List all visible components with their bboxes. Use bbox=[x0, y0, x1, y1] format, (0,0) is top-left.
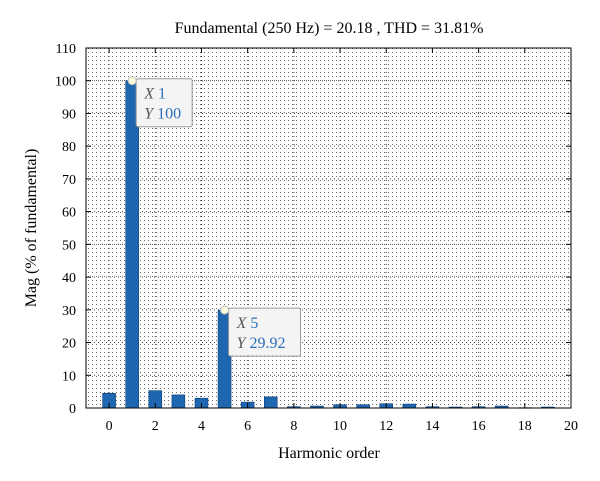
x-tick-label: 4 bbox=[198, 419, 205, 434]
chart-title: Fundamental (250 Hz) = 20.18 , THD = 31.… bbox=[175, 20, 484, 37]
y-tick-label: 80 bbox=[62, 140, 76, 155]
y-axis-ticks: 0 10 20 30 40 50 60 70 80 90 100 110 bbox=[55, 42, 571, 417]
datatip-y-line: Y 29.92 bbox=[237, 335, 286, 352]
datatip-y-key: Y bbox=[237, 335, 250, 352]
y-tick-label: 40 bbox=[62, 271, 76, 286]
y-tick-label: 10 bbox=[62, 369, 76, 384]
datatip-y-line: Y 100 bbox=[144, 106, 181, 123]
x-tick-label: 10 bbox=[333, 419, 347, 434]
bar-harmonic-1 bbox=[125, 80, 139, 409]
y-tick-label: 0 bbox=[69, 402, 76, 417]
x-tick-label: 2 bbox=[152, 419, 159, 434]
x-tick-label: 12 bbox=[379, 419, 393, 434]
datatip-marker bbox=[127, 76, 137, 86]
bar-harmonic-13 bbox=[402, 403, 417, 409]
datatip-x-key: X bbox=[143, 86, 158, 103]
datatip-y-value: 100 bbox=[157, 106, 181, 123]
datatip-x-key: X bbox=[236, 315, 251, 332]
x-tick-label: 20 bbox=[564, 419, 578, 434]
y-tick-label: 30 bbox=[62, 304, 76, 319]
y-tick-label: 100 bbox=[55, 75, 76, 90]
datatip-box bbox=[135, 78, 193, 128]
y-tick-label: 50 bbox=[62, 238, 76, 253]
x-tick-label: 16 bbox=[472, 419, 486, 434]
datatip-marker bbox=[220, 305, 230, 315]
bar-harmonic-7 bbox=[263, 396, 278, 409]
x-axis-ticks: 0 2 4 6 8 10 12 14 16 18 20 bbox=[106, 48, 578, 434]
datatip-x-line: X 5 bbox=[236, 315, 259, 332]
x-tick-label: 8 bbox=[290, 419, 297, 434]
datatip-y-key: Y bbox=[144, 106, 157, 123]
datatip-x-line: X 1 bbox=[143, 86, 166, 103]
datatip-x-value: 5 bbox=[250, 315, 258, 332]
datatip-box bbox=[228, 307, 302, 357]
x-axis-label: Harmonic order bbox=[278, 445, 380, 462]
y-tick-label: 110 bbox=[56, 42, 76, 57]
datatip-x-value: 1 bbox=[158, 86, 166, 103]
datatip-harmonic-5: X 5Y 29.92 bbox=[220, 305, 302, 357]
plot-frame bbox=[85, 47, 572, 409]
y-tick-label: 70 bbox=[62, 173, 76, 188]
datatip-harmonic-1: X 1Y 100 bbox=[127, 76, 193, 128]
x-tick-label: 6 bbox=[244, 419, 251, 434]
y-axis-label: Mag (% of fundamental) bbox=[23, 149, 40, 308]
x-tick-label: 0 bbox=[106, 419, 113, 434]
y-tick-label: 90 bbox=[62, 107, 76, 122]
y-tick-label: 60 bbox=[62, 206, 76, 221]
x-tick-label: 14 bbox=[425, 419, 439, 434]
bar-harmonic-3 bbox=[171, 394, 186, 409]
x-tick-label: 18 bbox=[518, 419, 532, 434]
y-tick-label: 20 bbox=[62, 337, 76, 352]
datatip-y-value: 29.92 bbox=[249, 335, 285, 352]
